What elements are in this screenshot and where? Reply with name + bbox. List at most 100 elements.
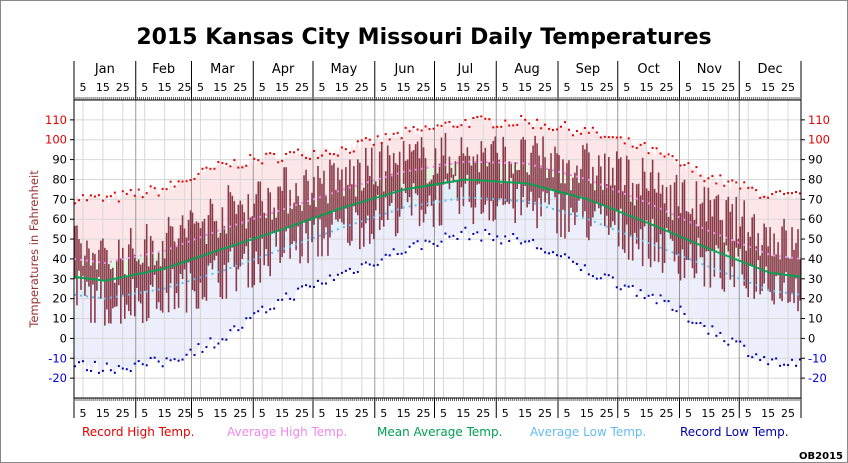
mean-average-point — [388, 192, 391, 195]
mean-average-point — [382, 194, 385, 197]
mean-average-point — [528, 182, 531, 185]
mean-average-point — [177, 262, 180, 265]
y-tick-label-right: 20 — [808, 292, 823, 306]
record-low-point — [257, 310, 260, 313]
mean-average-point — [597, 202, 600, 205]
average-low-point — [797, 293, 800, 296]
mean-average-point — [334, 209, 337, 212]
mean-average-point — [647, 222, 650, 225]
average-high-point — [767, 253, 770, 256]
record-low-point — [440, 240, 443, 243]
mean-average-point — [484, 179, 487, 182]
mean-average-point — [257, 236, 260, 239]
average-high-point — [761, 250, 764, 253]
record-high-point — [512, 124, 515, 127]
day-tick-label-top: 5 — [197, 81, 204, 94]
record-high-point — [480, 115, 483, 118]
record-high-point — [237, 166, 240, 169]
mean-average-point — [217, 249, 220, 252]
mean-average-point — [315, 216, 318, 219]
mean-average-point — [504, 181, 507, 184]
average-high-point — [229, 225, 232, 228]
mean-average-point — [410, 187, 413, 190]
record-high-point — [225, 162, 228, 165]
record-high-point — [177, 180, 180, 183]
average-high-point — [773, 254, 776, 257]
mean-average-point — [87, 277, 90, 280]
mean-average-point — [113, 277, 116, 280]
day-tick-label-bottom: 15 — [275, 407, 289, 420]
average-low-point — [127, 293, 130, 296]
day-tick-label-top: 5 — [79, 81, 86, 94]
mean-average-point — [263, 234, 266, 237]
record-high-point — [671, 155, 674, 158]
day-tick-label-top: 25 — [178, 81, 192, 94]
mean-average-point — [237, 242, 240, 245]
mean-average-point — [573, 194, 576, 197]
record-high-point — [763, 195, 766, 198]
average-low-point — [181, 281, 184, 284]
record-high-point — [412, 126, 415, 129]
average-high-point — [498, 161, 501, 164]
record-low-point — [607, 274, 610, 277]
record-high-point — [791, 192, 794, 195]
mean-average-point — [771, 272, 774, 275]
mean-average-point — [267, 233, 270, 236]
average-high-point — [737, 241, 740, 244]
mean-average-point — [386, 193, 389, 196]
day-tick-label-bottom: 15 — [335, 407, 349, 420]
record-high-point — [591, 126, 594, 129]
record-high-point — [552, 129, 555, 132]
mean-average-point — [408, 187, 411, 190]
record-low-point — [313, 285, 316, 288]
record-low-point — [516, 237, 519, 240]
record-low-point — [735, 340, 738, 343]
day-tick-label-top: 25 — [600, 81, 614, 94]
average-low-point — [635, 237, 638, 240]
record-low-point — [233, 325, 236, 328]
record-high-point — [428, 128, 431, 131]
average-high-point — [121, 258, 124, 261]
average-low-point — [605, 225, 608, 228]
mean-average-point — [683, 237, 686, 240]
average-high-point — [301, 202, 304, 205]
record-low-point — [424, 239, 427, 242]
record-low-point — [149, 357, 152, 360]
record-low-point — [400, 252, 403, 255]
mean-average-point — [530, 183, 533, 186]
record-high-point — [651, 146, 654, 149]
average-high-point — [97, 261, 100, 264]
record-high-point — [241, 166, 244, 169]
mean-average-point — [787, 274, 790, 277]
mean-average-point — [581, 197, 584, 200]
average-low-point — [217, 271, 220, 274]
average-high-point — [348, 186, 351, 189]
mean-average-point — [231, 244, 234, 247]
record-high-point — [249, 154, 252, 157]
average-low-point — [671, 251, 674, 254]
mean-average-point — [137, 272, 140, 275]
mean-average-point — [506, 181, 509, 184]
record-low-point — [643, 297, 646, 300]
mean-average-point — [344, 205, 347, 208]
average-low-point — [552, 207, 555, 210]
average-high-point — [378, 177, 381, 180]
average-high-point — [127, 257, 130, 260]
mean-average-point — [779, 273, 782, 276]
record-low-point — [631, 284, 634, 287]
record-high-point — [121, 190, 124, 193]
record-low-point — [627, 285, 630, 288]
series-layer — [73, 114, 802, 374]
record-high-point — [169, 180, 172, 183]
record-high-point — [153, 187, 156, 190]
mean-average-point — [745, 262, 748, 265]
record-high-point — [783, 192, 786, 195]
mean-average-point — [201, 254, 204, 257]
average-high-point — [707, 229, 710, 232]
average-low-point — [235, 264, 238, 267]
mean-average-point — [151, 270, 154, 273]
average-high-point — [211, 231, 214, 234]
mean-average-point — [653, 224, 656, 227]
mean-average-point — [324, 212, 327, 215]
record-high-point — [328, 152, 331, 155]
